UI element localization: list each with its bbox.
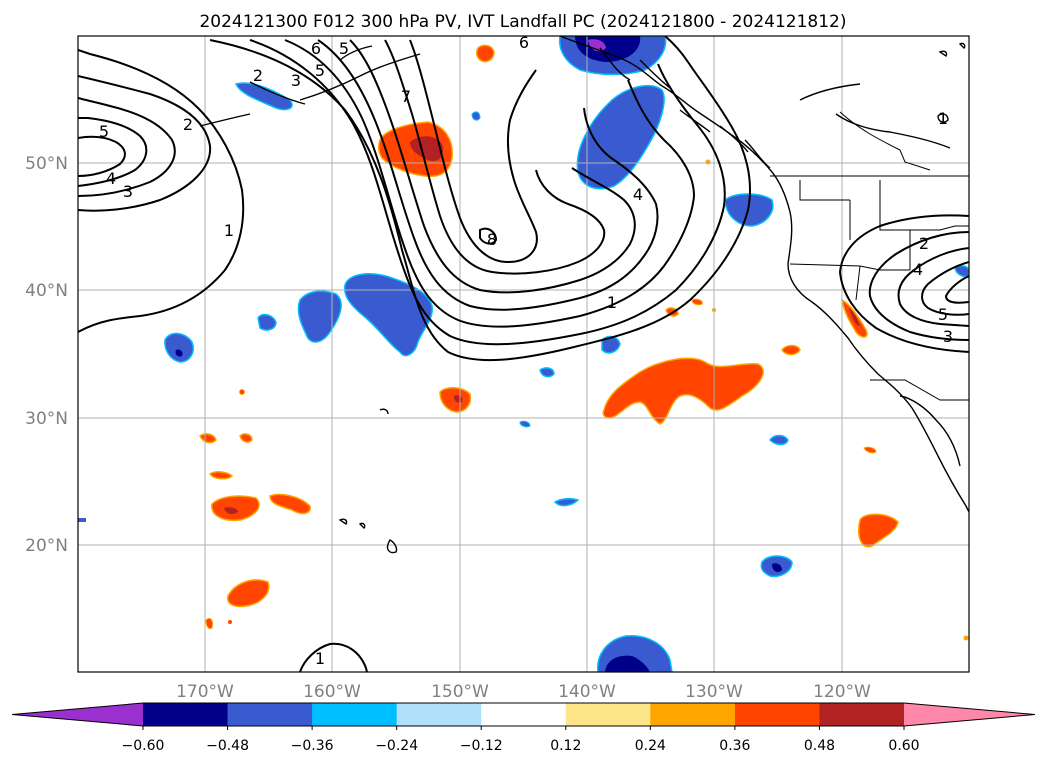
contour-label: 4 [633, 185, 643, 204]
colorbar-tick-label: 0.48 [804, 738, 835, 754]
colorbar-tick-label: −0.12 [460, 738, 503, 754]
map-title: 2024121300 F012 300 hPa PV, IVT Landfall… [199, 12, 846, 32]
contour-labels: 2 3 5 4 3 2 5 6 5 7 6 4 8 1 1 2 4 5 3 1 … [99, 33, 953, 668]
colorbar-tick-label: −0.36 [291, 738, 334, 754]
colorbar-segment [312, 703, 398, 726]
lon-label: 150°W [431, 682, 489, 702]
lon-label: 160°W [303, 682, 361, 702]
graticule [78, 36, 969, 672]
colorbar-tick-label: 0.24 [635, 738, 666, 754]
lon-label: 120°W [813, 682, 871, 702]
contour-label: 5 [339, 39, 349, 58]
colorbar-segment [481, 703, 567, 726]
contour-label: 7 [401, 87, 411, 106]
lat-label: 50°N [25, 154, 68, 174]
colorbar-tick-label: 0.12 [550, 738, 581, 754]
contour-label: 1 [315, 649, 325, 668]
contour-label: 1 [224, 221, 234, 240]
contour-label: 2 [919, 234, 929, 253]
contour-label: 1 [607, 293, 617, 312]
contour-label: 8 [487, 230, 497, 249]
lon-label: 140°W [558, 682, 616, 702]
colorbar-segment [396, 703, 482, 726]
contour-label: 3 [943, 327, 953, 346]
colorbar-segment [734, 703, 820, 726]
longitude-labels: 170°W 160°W 150°W 140°W 130°W 120°W [176, 682, 871, 702]
positive-anomaly-regions [199, 44, 969, 641]
contour-label: 2 [183, 115, 193, 134]
colorbar-tick-label: −0.48 [206, 738, 249, 754]
lon-label: 170°W [176, 682, 234, 702]
lat-label: 30°N [25, 409, 68, 429]
contour-label: 5 [315, 61, 325, 80]
contour-label: 4 [106, 169, 116, 188]
contour-label: 3 [291, 71, 301, 90]
contour-label: 6 [519, 33, 529, 52]
colorbar-tick-label: 0.36 [719, 738, 750, 754]
coastlines [199, 36, 969, 554]
contour-label: 3 [123, 182, 133, 201]
colorbar-tick-label: −0.60 [122, 738, 165, 754]
colorbar-segment [819, 703, 905, 726]
colorbar-tick-label: −0.24 [375, 738, 418, 754]
political-borders [770, 111, 969, 401]
colorbar-extend-low [12, 703, 143, 726]
contour-label: 6 [311, 39, 321, 58]
colorbar-segment [143, 703, 229, 726]
colorbar-segment [227, 703, 313, 726]
contour-label: 1 [938, 109, 948, 128]
colorbar-tick-label: 0.60 [888, 738, 919, 754]
colorbar-extend-high [904, 703, 1035, 726]
contour-label: 5 [99, 122, 109, 141]
map-area: 2 3 5 4 3 2 5 6 5 7 6 4 8 1 1 2 4 5 3 1 … [78, 33, 969, 672]
lon-label: 130°W [685, 682, 743, 702]
colorbar-segment [565, 703, 651, 726]
contour-label: 5 [938, 305, 948, 324]
lat-label: 40°N [25, 281, 68, 301]
latitude-labels: 50°N 40°N 30°N 20°N [25, 154, 68, 556]
colorbar: −0.60 −0.48 −0.36 −0.24 −0.12 0.12 0.24 0.36 0.4… [11, 702, 1036, 754]
pv-contours [78, 36, 969, 672]
contour-label: 4 [913, 260, 923, 279]
map-frame [77, 35, 970, 673]
lat-label: 20°N [25, 536, 68, 556]
contour-label: 2 [253, 66, 263, 85]
colorbar-segment [650, 703, 736, 726]
